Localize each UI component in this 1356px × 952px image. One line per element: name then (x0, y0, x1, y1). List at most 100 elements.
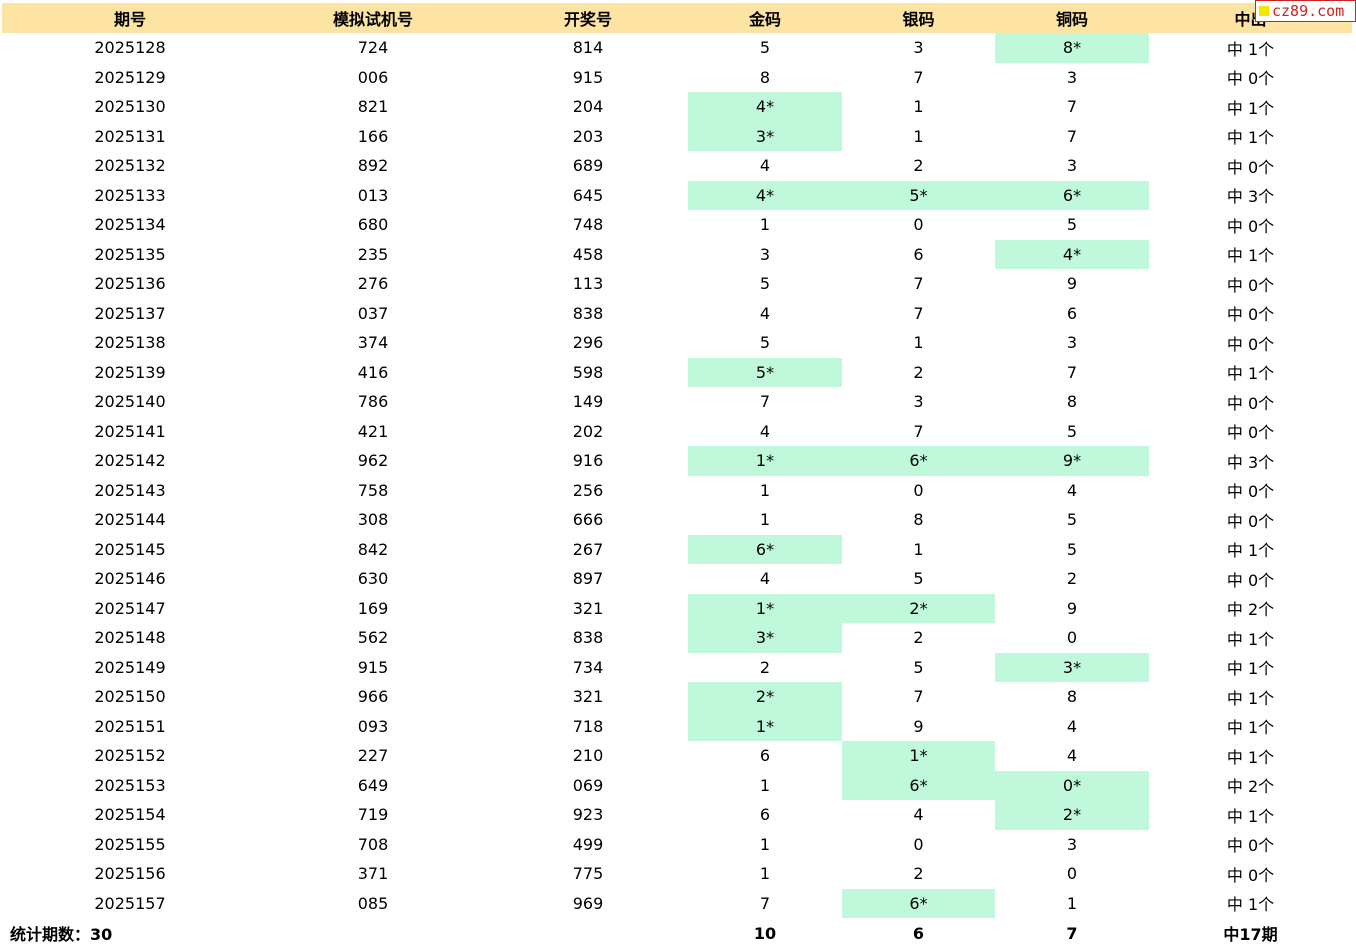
table-row: 2025135 235 458 3 6 4* 中 1个 (2, 239, 1352, 269)
cell-draw-number: 321 (572, 687, 604, 707)
cell-gold-code: 1 (759, 834, 771, 854)
header-gold-code: 金码 (748, 10, 781, 29)
cell-hit-count: 中 1个 (1226, 718, 1275, 738)
cell-hit-count: 中 0个 (1226, 482, 1275, 502)
cell-period: 2025136 (94, 274, 166, 294)
cell-silver-code: 1 (913, 539, 924, 559)
table-row: 2025150 966 321 2* 7 8 中 1个 (2, 682, 1352, 712)
cell-draw-number: 775 (572, 864, 604, 884)
cell-bronze-code: 0 (1066, 628, 1078, 648)
cell-draw-number: 321 (572, 598, 604, 618)
cell-hit-count: 中 1个 (1226, 246, 1275, 266)
cell-sim-number: 821 (357, 97, 389, 117)
cell-silver-code: 6 (913, 244, 924, 264)
table-row: 2025140 786 149 7 3 8 中 0个 (2, 387, 1352, 417)
cell-period: 2025147 (94, 598, 166, 618)
cell-period: 2025140 (94, 392, 166, 412)
cell-silver-code: 2* (842, 593, 995, 623)
footer-hit-total: 中17期 (1223, 925, 1278, 944)
cell-period: 2025132 (94, 156, 166, 176)
cell-draw-number: 689 (572, 156, 604, 176)
cell-gold-code: 5 (759, 274, 771, 294)
cell-silver-code: 2 (913, 864, 924, 884)
cell-draw-number: 113 (572, 274, 604, 294)
cell-silver-code: 7 (913, 421, 924, 441)
cell-bronze-code: 9 (1066, 598, 1078, 618)
cell-period: 2025134 (94, 215, 166, 235)
cell-silver-code: 7 (913, 67, 924, 87)
cell-hit-count: 中 3个 (1226, 187, 1275, 207)
cell-sim-number: 416 (357, 362, 389, 382)
cell-silver-code: 6* (842, 770, 995, 800)
cell-period: 2025151 (94, 716, 166, 736)
cell-period: 2025131 (94, 126, 166, 146)
cell-hit-count: 中 3个 (1226, 452, 1275, 472)
cell-draw-number: 838 (572, 628, 604, 648)
cell-bronze-code: 5 (1066, 510, 1078, 530)
cell-period: 2025139 (94, 362, 166, 382)
cell-draw-number: 203 (572, 126, 604, 146)
cell-silver-code: 2 (913, 362, 924, 382)
cell-bronze-code: 8 (1066, 687, 1078, 707)
cell-hit-count: 中 0个 (1226, 157, 1275, 177)
cell-bronze-code: 3 (1066, 834, 1078, 854)
table-row: 2025155 708 499 1 0 3 中 0个 (2, 830, 1352, 860)
cell-gold-code: 1 (759, 510, 771, 530)
cell-sim-number: 235 (357, 244, 389, 264)
cell-period: 2025138 (94, 333, 166, 353)
cell-sim-number: 085 (357, 893, 389, 913)
cell-bronze-code: 4* (995, 239, 1149, 269)
cell-draw-number: 915 (572, 67, 604, 87)
cell-hit-count: 中 0个 (1226, 216, 1275, 236)
cell-period: 2025128 (94, 38, 166, 58)
cell-period: 2025155 (94, 834, 166, 854)
table-row: 2025152 227 210 6 1* 4 中 1个 (2, 741, 1352, 771)
cell-gold-code: 1* (688, 446, 842, 476)
cell-gold-code: 4 (759, 303, 771, 323)
cell-gold-code: 4* (688, 92, 842, 122)
cell-bronze-code: 8* (995, 33, 1149, 63)
cell-sim-number: 308 (357, 510, 389, 530)
cell-draw-number: 814 (572, 38, 604, 58)
cell-hit-count: 中 0个 (1226, 334, 1275, 354)
cell-bronze-code: 1 (1066, 893, 1078, 913)
cell-bronze-code: 0* (995, 770, 1149, 800)
cell-silver-code: 8 (913, 510, 924, 530)
table-row: 2025153 649 069 1 6* 0* 中 2个 (2, 770, 1352, 800)
cell-period: 2025148 (94, 628, 166, 648)
cell-bronze-code: 9 (1066, 274, 1078, 294)
cell-draw-number: 718 (572, 716, 604, 736)
header-bronze-code: 铜码 (1055, 10, 1088, 29)
cell-sim-number: 169 (357, 598, 389, 618)
cell-sim-number: 915 (357, 657, 389, 677)
cell-draw-number: 916 (572, 451, 604, 471)
cell-sim-number: 166 (357, 126, 389, 146)
cell-bronze-code: 2* (995, 800, 1149, 830)
cell-draw-number: 598 (572, 362, 604, 382)
cell-draw-number: 149 (572, 392, 604, 412)
cell-silver-code: 7 (913, 303, 924, 323)
table-row: 2025142 962 916 1* 6* 9* 中 3个 (2, 446, 1352, 476)
cell-silver-code: 5 (913, 569, 924, 589)
cell-silver-code: 1 (913, 97, 924, 117)
table-header: 期号 模拟试机号 开奖号 金码 银码 铜码 中出 (2, 3, 1352, 33)
table-row: 2025131 166 203 3* 1 7 中 1个 (2, 121, 1352, 151)
cell-period: 2025143 (94, 480, 166, 500)
cell-gold-code: 5* (688, 357, 842, 387)
footer-silver-total: 6 (912, 923, 925, 943)
cell-gold-code: 2 (759, 657, 771, 677)
cell-gold-code: 8 (759, 67, 771, 87)
cell-sim-number: 006 (357, 67, 389, 87)
table-row: 2025134 680 748 1 0 5 中 0个 (2, 210, 1352, 240)
table-row: 2025129 006 915 8 7 3 中 0个 (2, 63, 1352, 93)
cell-draw-number: 458 (572, 244, 604, 264)
header-period: 期号 (113, 10, 146, 29)
cell-hit-count: 中 1个 (1226, 659, 1275, 679)
cell-sim-number: 630 (357, 569, 389, 589)
table-row: 2025133 013 645 4* 5* 6* 中 3个 (2, 180, 1352, 210)
table-row: 2025138 374 296 5 1 3 中 0个 (2, 328, 1352, 358)
table-row: 2025136 276 113 5 7 9 中 0个 (2, 269, 1352, 299)
cell-silver-code: 6* (842, 888, 995, 918)
cell-hit-count: 中 1个 (1226, 629, 1275, 649)
table-row: 2025147 169 321 1* 2* 9 中 2个 (2, 593, 1352, 623)
